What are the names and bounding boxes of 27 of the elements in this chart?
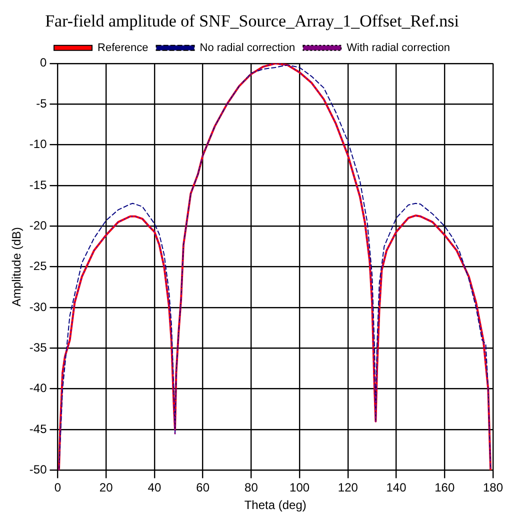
x-tick-label: 40 [148,480,162,495]
y-tick-label: -5 [36,96,48,110]
chart-title: Far-field amplitude of SNF_Source_Array_1_Offset_Ref.nsi [45,12,460,31]
legend-label: With radial correction [346,42,450,54]
legend-label: No radial correction [200,42,296,54]
x-tick-label: 60 [196,480,210,495]
x-tick-label: 0 [54,480,62,495]
x-tick-label: 140 [386,480,407,495]
y-tick-label: -10 [29,137,48,152]
x-tick-label: 180 [482,480,504,495]
x-tick-label: 100 [290,480,310,495]
y-axis-title: Amplitude (dB) [10,227,24,306]
y-tick-label: -45 [29,422,48,436]
x-tick-label: 80 [244,480,258,495]
legend-label: Reference [98,42,148,54]
x-tick-label: 20 [99,480,114,495]
y-tick-label: -30 [29,300,48,314]
y-tick-label: -20 [29,218,48,232]
y-tick-label: 0 [40,56,48,70]
y-tick-label: -25 [29,259,48,274]
y-tick-label: -40 [29,381,48,396]
x-tick-label: 120 [338,480,358,495]
x-tick-label: 160 [434,480,455,495]
x-axis-title: Theta (deg) [244,498,306,512]
y-tick-label: -50 [29,462,48,477]
y-tick-label: -15 [29,178,48,192]
y-tick-label: -35 [29,340,48,354]
